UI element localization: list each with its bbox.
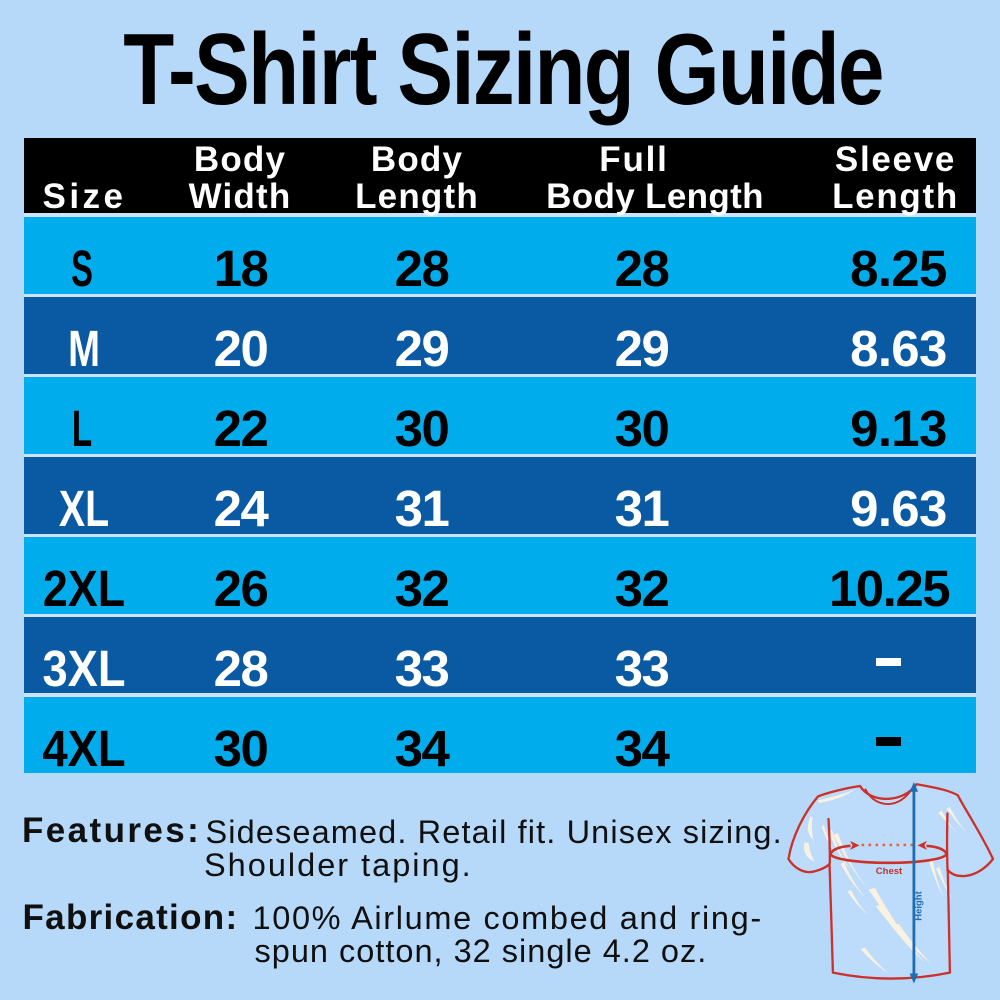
svg-text:Chest: Chest <box>876 866 903 877</box>
svg-text:Height: Height <box>914 890 925 920</box>
